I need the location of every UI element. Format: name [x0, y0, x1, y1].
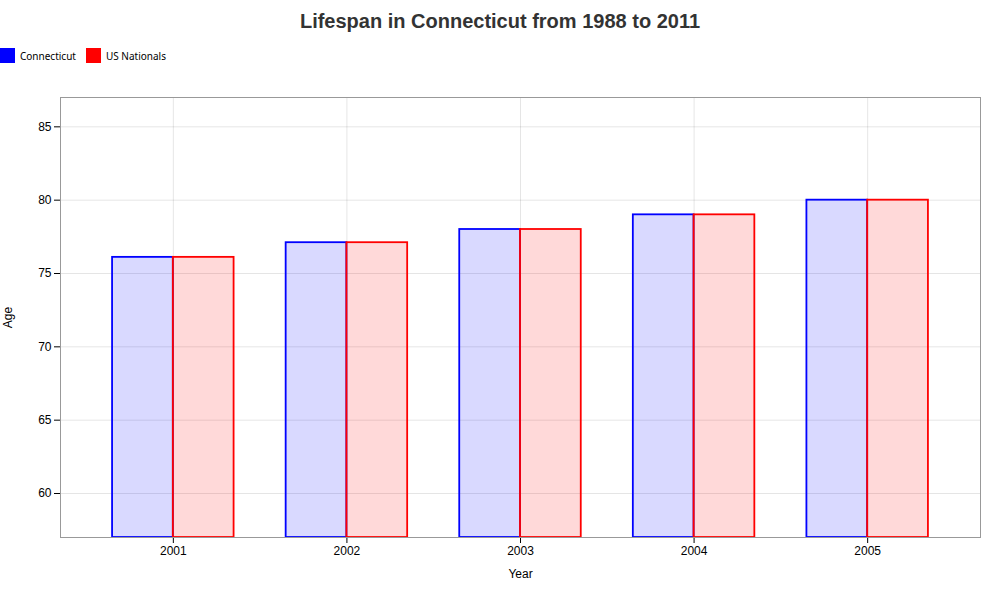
- svg-text:2005: 2005: [854, 544, 881, 558]
- svg-text:2002: 2002: [334, 544, 361, 558]
- svg-text:80: 80: [38, 193, 52, 207]
- svg-text:2003: 2003: [507, 544, 534, 558]
- svg-text:2001: 2001: [160, 544, 187, 558]
- svg-text:70: 70: [38, 340, 52, 354]
- svg-text:75: 75: [38, 266, 52, 280]
- svg-text:65: 65: [38, 413, 52, 427]
- html-text:Connecticut: Connecticut: [20, 48, 76, 63]
- html-text:Lifespan in Connecticut from 1: Lifespan in Connecticut from 1988 to 201…: [299, 10, 700, 32]
- svg-text:60: 60: [38, 486, 52, 500]
- html-text:US Nationals: US Nationals: [106, 48, 166, 63]
- svg-text:85: 85: [38, 120, 52, 134]
- svg-text:2004: 2004: [681, 544, 708, 558]
- svg-text:Age: Age: [1, 307, 15, 329]
- svg-text:Year: Year: [508, 567, 532, 581]
